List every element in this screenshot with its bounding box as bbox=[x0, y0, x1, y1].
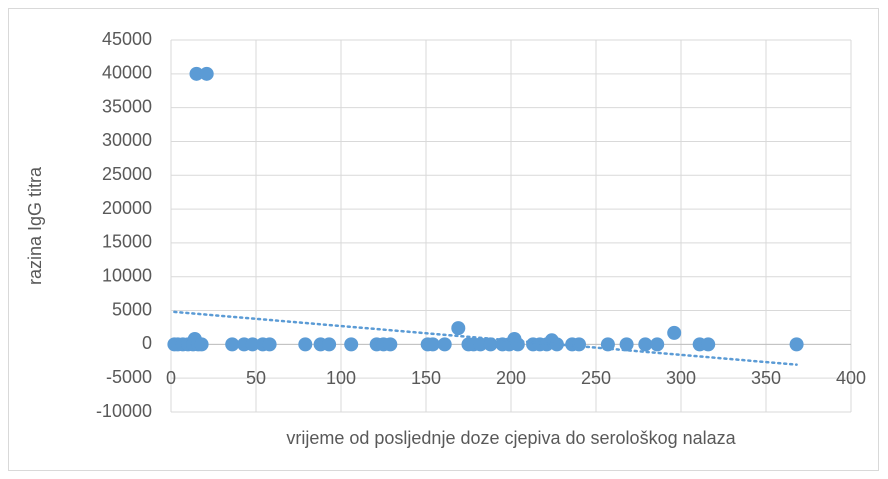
y-tick-label: 5000 bbox=[112, 299, 152, 319]
y-tick-label: 10000 bbox=[102, 265, 152, 285]
point bbox=[199, 66, 214, 81]
y-axis-label: razina IgG titra bbox=[25, 166, 45, 285]
point bbox=[650, 337, 665, 352]
x-tick-label: 400 bbox=[836, 368, 866, 388]
point bbox=[483, 337, 498, 352]
y-tick-label: 15000 bbox=[102, 232, 152, 252]
y-tick-label: 40000 bbox=[102, 63, 152, 83]
y-tick-label: -10000 bbox=[96, 401, 152, 421]
x-tick-label: 50 bbox=[246, 368, 266, 388]
point bbox=[619, 337, 634, 352]
point bbox=[572, 337, 586, 352]
point bbox=[701, 337, 716, 352]
point bbox=[789, 337, 804, 352]
y-tick-label: 25000 bbox=[102, 164, 152, 184]
x-axis-label: vrijeme od posljednje doze cjepiva do se… bbox=[286, 428, 736, 448]
point bbox=[194, 337, 209, 352]
chart-border bbox=[8, 8, 879, 471]
point bbox=[298, 337, 313, 352]
point bbox=[225, 337, 240, 352]
point bbox=[667, 325, 682, 340]
point bbox=[510, 337, 525, 352]
point bbox=[473, 337, 488, 352]
point bbox=[322, 337, 337, 352]
x-tick-label: 200 bbox=[496, 368, 526, 388]
y-tick-label: 20000 bbox=[102, 198, 152, 218]
x-tick-label: 100 bbox=[326, 368, 356, 388]
point bbox=[638, 337, 653, 352]
point bbox=[189, 66, 204, 81]
y-tick-label: 45000 bbox=[102, 29, 152, 49]
x-tick-label: 0 bbox=[166, 368, 176, 388]
trendline bbox=[173, 310, 798, 366]
point bbox=[383, 337, 398, 352]
y-tick-label: -5000 bbox=[106, 367, 152, 387]
x-tick-label: 150 bbox=[411, 368, 441, 388]
x-tick-label: 350 bbox=[751, 368, 781, 388]
point bbox=[437, 337, 452, 352]
point bbox=[451, 321, 466, 336]
point bbox=[425, 337, 440, 352]
y-tick-label: 35000 bbox=[102, 96, 152, 116]
y-tick-label: 0 bbox=[142, 333, 152, 353]
point bbox=[245, 337, 260, 352]
x-tick-label: 250 bbox=[581, 368, 611, 388]
point bbox=[262, 337, 277, 352]
point bbox=[344, 337, 359, 352]
y-tick-label: 30000 bbox=[102, 130, 152, 150]
x-tick-label: 300 bbox=[666, 368, 696, 388]
